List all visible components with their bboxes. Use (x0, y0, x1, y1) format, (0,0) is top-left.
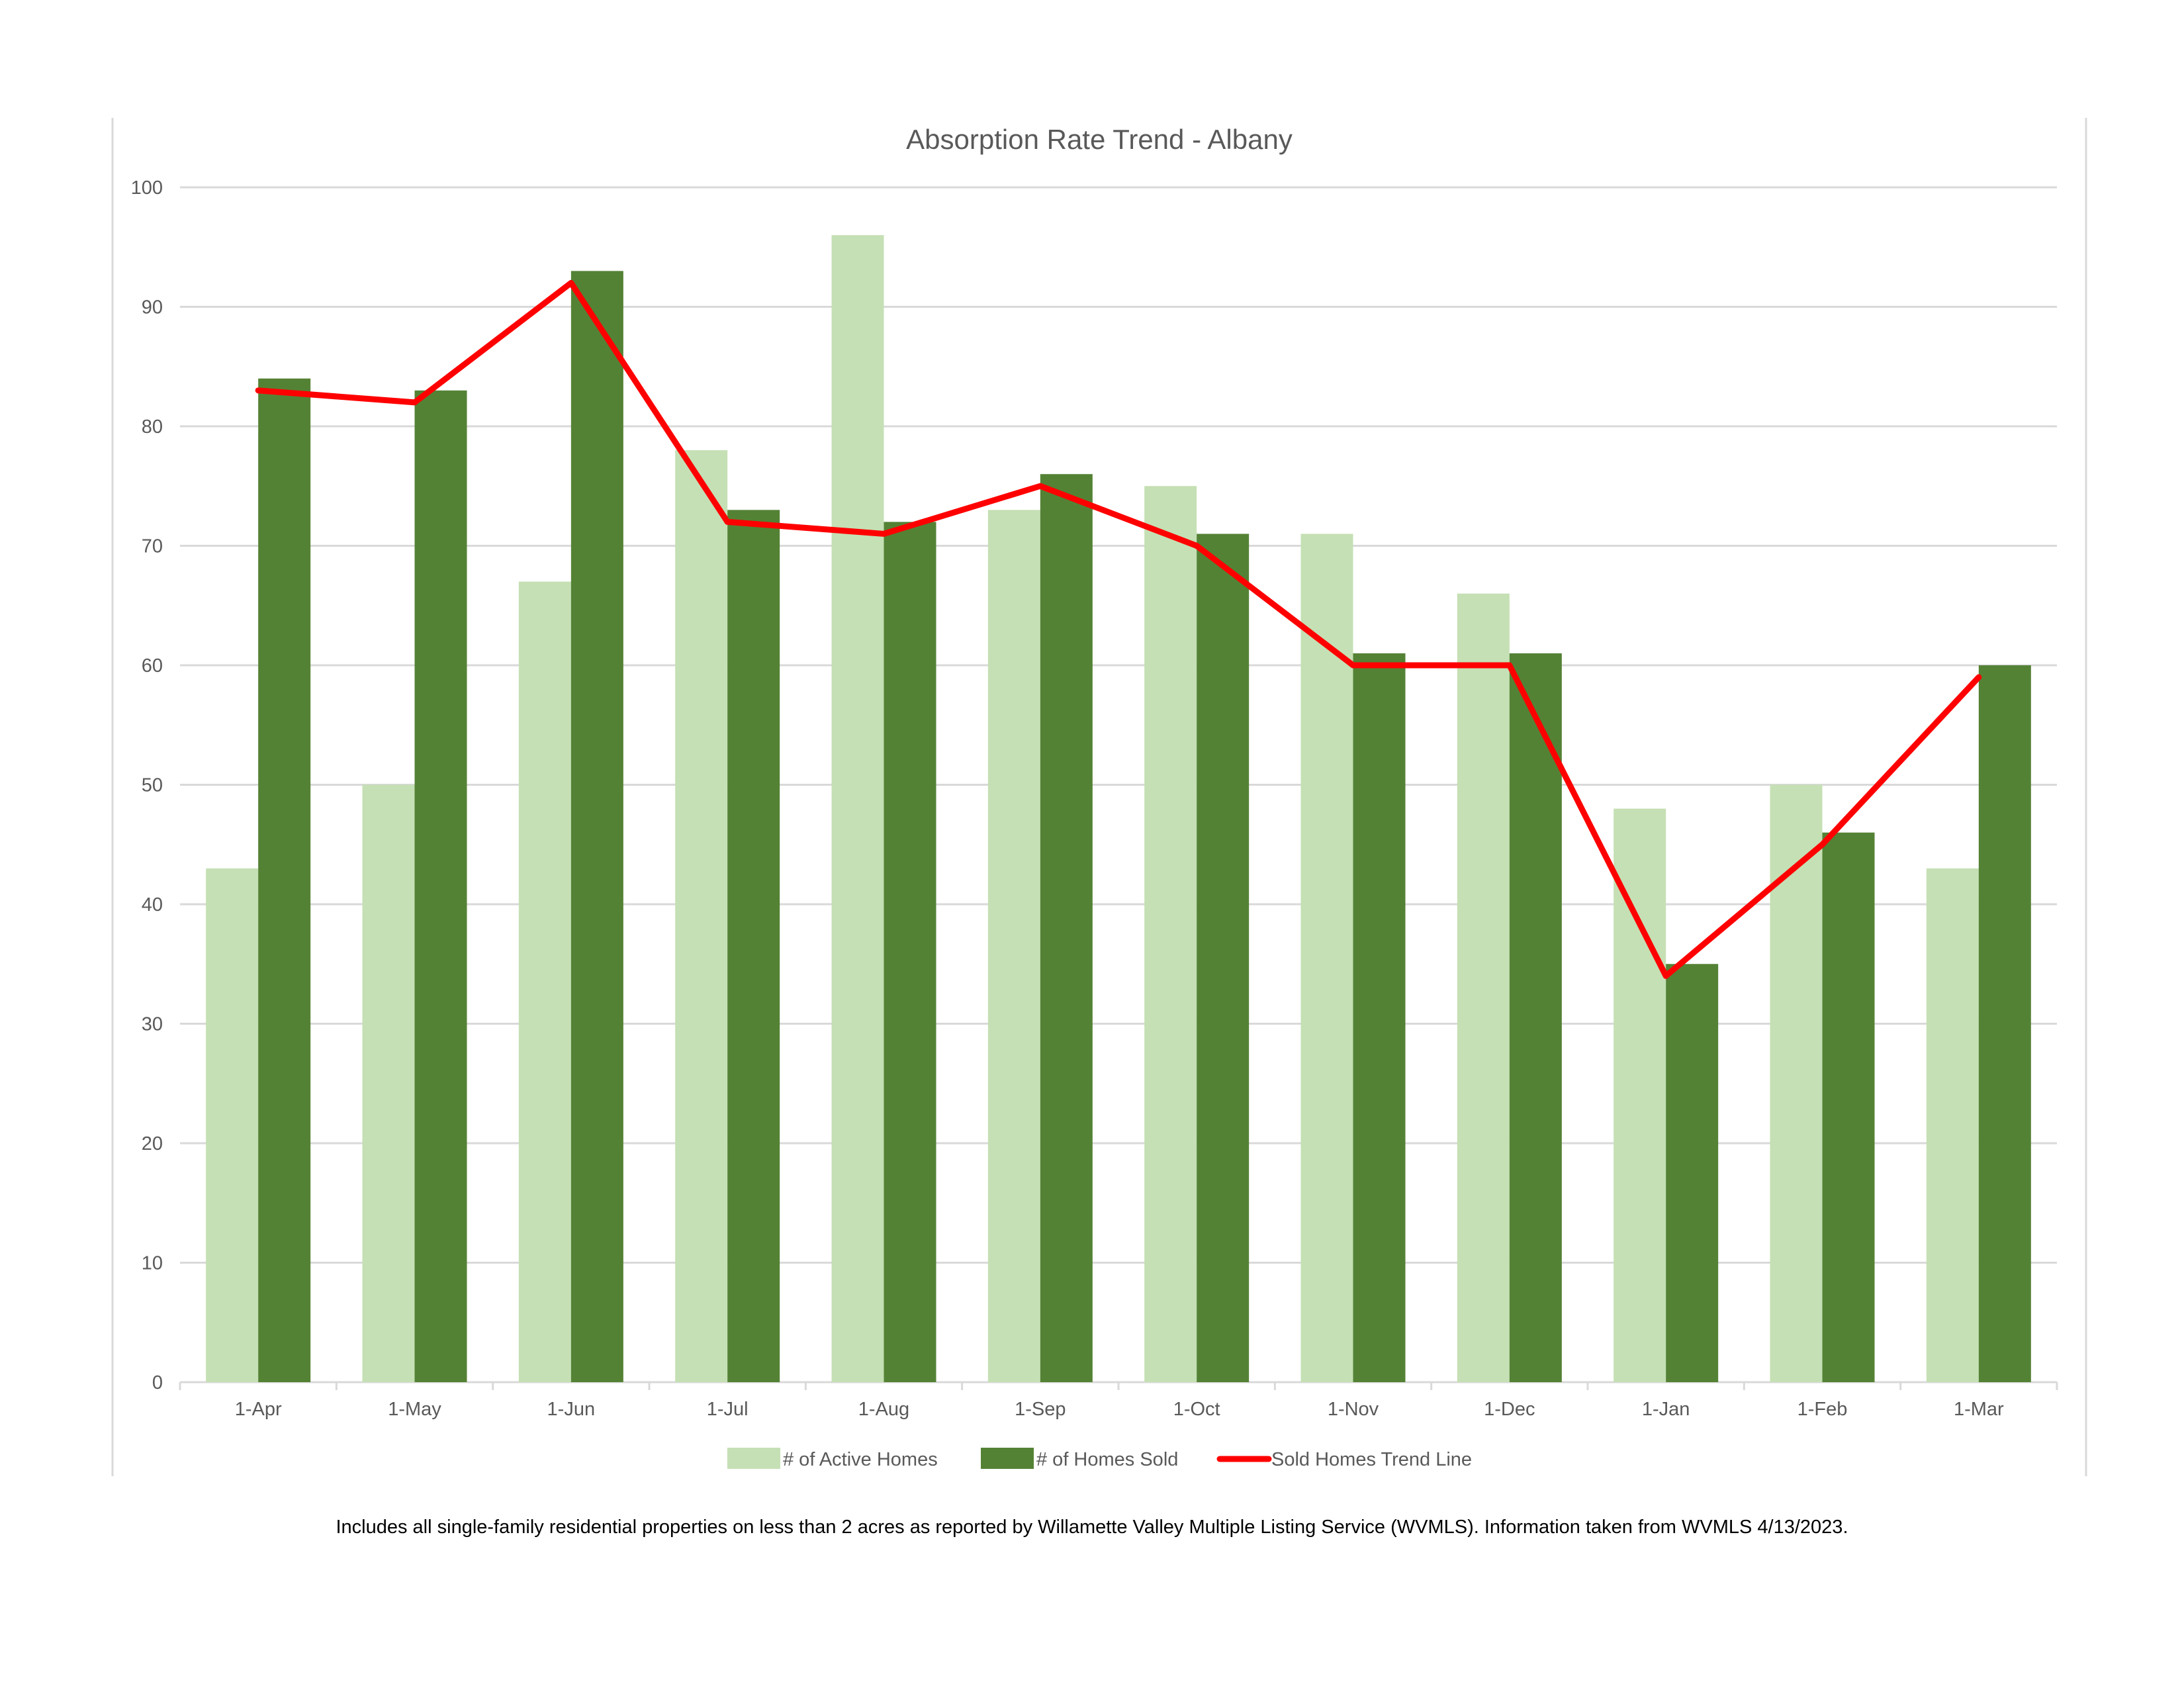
bar-of-active-homes-1-Jan (1614, 808, 1666, 1382)
bar-of-active-homes-1-Jun (518, 581, 571, 1382)
x-tick-label-1-Jul: 1-Jul (707, 1399, 749, 1420)
y-tick-label-20: 20 (142, 1133, 163, 1154)
bar-of-active-homes-1-May (362, 784, 415, 1382)
bar-of-homes-sold-1-Sep (1040, 474, 1093, 1383)
trend-line-layer (255, 279, 1982, 979)
x-tick-label-1-Apr: 1-Apr (235, 1399, 282, 1420)
x-tick-label-1-May: 1-May (388, 1399, 441, 1420)
bar-of-active-homes-1-Feb (1770, 784, 1823, 1382)
bar-of-homes-sold-1-Jul (727, 510, 780, 1382)
bar-of-active-homes-1-Jul (675, 450, 728, 1382)
x-tick-label-1-Jun: 1-Jun (547, 1399, 596, 1420)
y-tick-label-40: 40 (142, 894, 163, 915)
y-tick-label-60: 60 (142, 655, 163, 677)
legend-label-active-homes: # of Active Homes (783, 1449, 938, 1470)
y-tick-label-90: 90 (142, 297, 163, 318)
bar-of-homes-sold-1-Aug (884, 522, 936, 1382)
legend-label-trend-line: Sold Homes Trend Line (1271, 1449, 1472, 1470)
bar-of-active-homes-1-Mar (1926, 868, 1979, 1382)
y-tick-label-100: 100 (131, 177, 163, 199)
bar-of-homes-sold-1-Dec (1509, 653, 1562, 1383)
bar-of-homes-sold-1-Apr (258, 378, 311, 1382)
x-tick-label-1-Sep: 1-Sep (1015, 1399, 1066, 1420)
y-tick-label-30: 30 (142, 1014, 163, 1035)
bar-of-active-homes-1-Sep (987, 510, 1040, 1382)
bar-of-homes-sold-1-May (414, 390, 467, 1382)
trend-line-sold-homes (255, 279, 1982, 979)
y-tick-label-10: 10 (142, 1253, 163, 1274)
x-axis-tick-labels: 1-Apr 1-May 1-Jun 1-Jul 1-Aug 1-Sep 1-Oct 1-Nov… (235, 1399, 2004, 1420)
gridlines (179, 186, 2058, 1390)
legend-swatch-homes-sold (981, 1448, 1034, 1469)
footnote: Includes all single-family residential p… (336, 1517, 1848, 1538)
x-tick-label-1-Nov: 1-Nov (1328, 1399, 1379, 1420)
bar-of-active-homes-1-Oct (1144, 486, 1197, 1382)
bar-of-homes-sold-1-Oct (1197, 534, 1250, 1383)
bar-of-homes-sold-1-Nov (1353, 653, 1406, 1383)
bar-of-active-homes-1-Nov (1300, 534, 1353, 1383)
legend-swatch-active-homes (727, 1448, 780, 1469)
bars (206, 235, 2031, 1383)
bar-of-active-homes-1-Aug (831, 235, 884, 1383)
y-tick-label-50: 50 (142, 775, 163, 796)
bar-of-homes-sold-1-Mar (1978, 665, 2031, 1382)
y-tick-label-70: 70 (142, 536, 163, 557)
bar-of-active-homes-1-Apr (206, 868, 259, 1382)
y-tick-label-0: 0 (152, 1372, 163, 1393)
x-tick-label-1-Oct: 1-Oct (1173, 1399, 1220, 1420)
bar-of-homes-sold-1-Jun (570, 271, 623, 1383)
x-tick-label-1-Feb: 1-Feb (1797, 1399, 1848, 1420)
y-tick-label-80: 80 (142, 416, 163, 438)
x-tick-label-1-Jan: 1-Jan (1642, 1399, 1690, 1420)
bar-of-homes-sold-1-Feb (1822, 832, 1875, 1382)
chart-title: Absorption Rate Trend - Albany (906, 124, 1293, 155)
bar-of-homes-sold-1-Jan (1666, 964, 1719, 1382)
legend-label-homes-sold: # of Homes Sold (1036, 1449, 1178, 1470)
bar-of-active-homes-1-Dec (1457, 593, 1510, 1383)
y-axis-tick-labels: 0 10 20 30 40 50 60 70 80 90 100 (131, 177, 163, 1393)
x-tick-label-1-Dec: 1-Dec (1484, 1399, 1535, 1420)
x-tick-label-1-Mar: 1-Mar (1954, 1399, 2004, 1420)
x-tick-label-1-Aug: 1-Aug (858, 1399, 909, 1420)
legend: # of Active Homes # of Homes Sold Sold H… (727, 1448, 1472, 1470)
